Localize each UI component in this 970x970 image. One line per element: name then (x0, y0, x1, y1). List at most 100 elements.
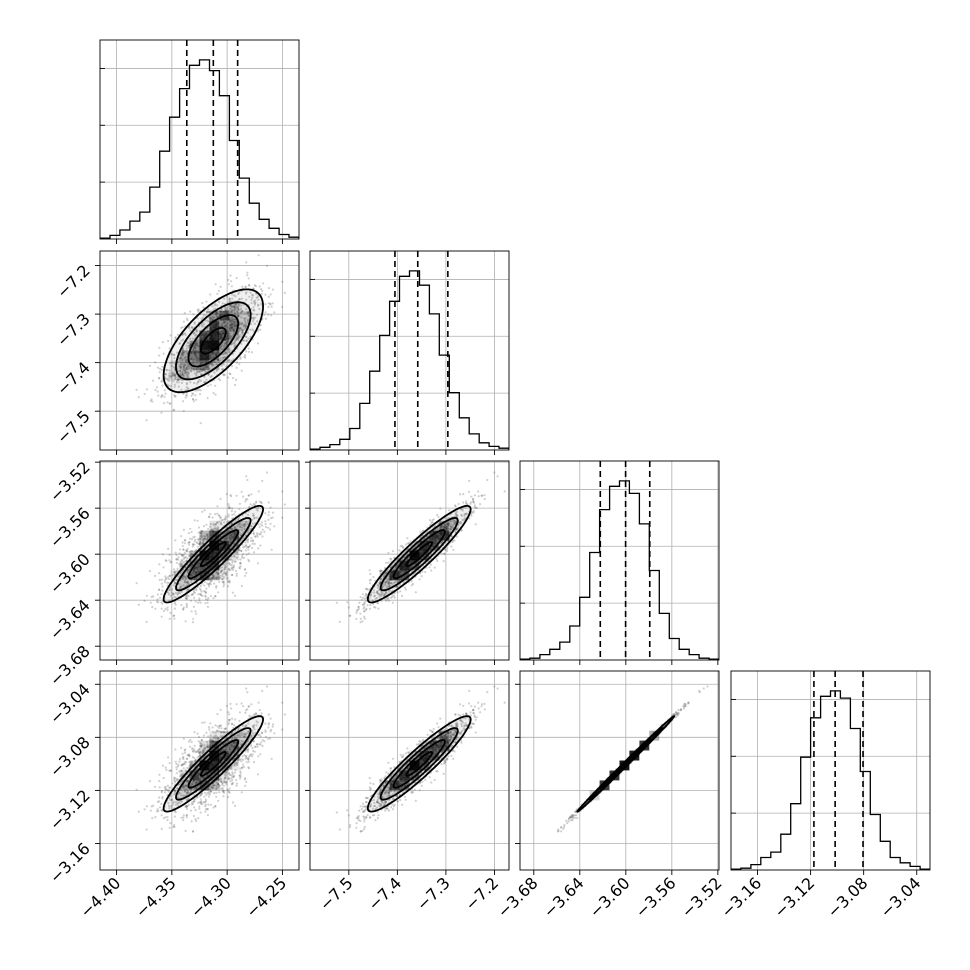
scatter-point (273, 525, 276, 528)
scatter-point (194, 610, 197, 613)
scatter-point (160, 368, 163, 372)
density-cell (209, 570, 220, 581)
scatter-point (236, 314, 239, 318)
scatter-point (241, 554, 244, 558)
scatter-point (388, 582, 391, 585)
scatter-point (244, 320, 247, 323)
scatter-point (182, 367, 185, 370)
scatter-point (252, 300, 255, 303)
scatter-point (227, 283, 231, 286)
scatter-point (224, 342, 227, 345)
scatter-point (235, 552, 239, 555)
scatter-point (217, 591, 220, 594)
scatter-point (186, 547, 189, 550)
scatter-point (180, 816, 183, 819)
scatter-point (168, 553, 171, 557)
scatter-point (181, 371, 184, 374)
scatter-point (189, 537, 192, 540)
scatter-point (395, 565, 398, 568)
y-tick-label: −3.64 (46, 596, 94, 644)
scatter-point (245, 544, 248, 547)
scatter-point (190, 610, 193, 613)
scatter-point (222, 320, 225, 324)
scatter-point (186, 804, 189, 807)
scatter-point (224, 351, 227, 354)
scatter-point (200, 792, 204, 795)
scatter-point (251, 522, 254, 525)
scatter-point (468, 479, 471, 482)
scatter-point (218, 516, 222, 519)
scatter-point (454, 512, 457, 515)
scatter-point (221, 302, 224, 305)
scatter-point (229, 274, 232, 277)
scatter-point (234, 324, 237, 328)
scatter-point (243, 312, 246, 315)
y-tick-label: −7.2 (53, 261, 94, 302)
scatter-point (174, 551, 177, 554)
scatter-point (158, 780, 161, 783)
scatter-point (193, 351, 196, 354)
scatter-point (247, 513, 250, 517)
scatter-point (447, 523, 450, 527)
scatter-point (247, 310, 250, 313)
scatter-point (186, 594, 189, 597)
scatter-point (200, 532, 203, 535)
scatter-point (449, 528, 452, 531)
scatter-point (247, 766, 250, 769)
y-tick-label: −3.68 (46, 642, 94, 690)
scatter-point (469, 502, 472, 505)
scatter-point (195, 354, 198, 357)
scatter-point (197, 601, 200, 604)
scatter-point (247, 546, 250, 549)
scatter-point (400, 570, 403, 573)
scatter-point (195, 589, 198, 592)
scatter-point (455, 527, 459, 530)
scatter-point (446, 525, 449, 528)
scatter-point (215, 352, 218, 355)
scatter-point (383, 566, 386, 570)
scatter-point (369, 603, 372, 607)
scatter-point (228, 327, 231, 330)
scatter-point (204, 591, 207, 594)
scatter-point (214, 384, 217, 387)
scatter-point (206, 601, 209, 604)
scatter-point (213, 527, 216, 530)
scatter-point (200, 590, 203, 593)
scatter-point (384, 590, 387, 593)
scatter-point (201, 369, 204, 372)
scatter-point (399, 570, 402, 573)
scatter-point (444, 548, 447, 551)
scatter-point (234, 383, 237, 387)
scatter-point (431, 521, 434, 524)
scatter-point (168, 402, 171, 405)
scatter-point (187, 371, 190, 375)
scatter-point (250, 493, 253, 496)
scatter-point (182, 410, 185, 413)
scatter-point (182, 575, 185, 578)
scatter-point (185, 365, 189, 369)
scatter-point (183, 369, 186, 372)
scatter-point (218, 580, 221, 583)
scatter-point (260, 521, 263, 524)
scatter-point (181, 359, 184, 362)
scatter-point (148, 364, 152, 367)
scatter-point (249, 328, 252, 331)
scatter-point (202, 539, 205, 542)
scatter-point (186, 569, 189, 572)
scatter-point (457, 523, 460, 526)
scatter-point (234, 344, 237, 347)
scatter-point (154, 607, 157, 610)
scatter-point (255, 516, 258, 519)
scatter-point (193, 596, 196, 599)
scatter-point (357, 605, 360, 608)
scatter-point (193, 321, 196, 324)
scatter-point (233, 340, 236, 344)
scatter-point (269, 303, 272, 306)
scatter-point (205, 300, 208, 303)
scatter-point (217, 289, 221, 292)
scatter-point (235, 572, 238, 575)
scatter-point (188, 550, 191, 553)
scatter-point (464, 512, 467, 516)
scatter-point (362, 596, 365, 599)
scatter-point (193, 361, 196, 364)
